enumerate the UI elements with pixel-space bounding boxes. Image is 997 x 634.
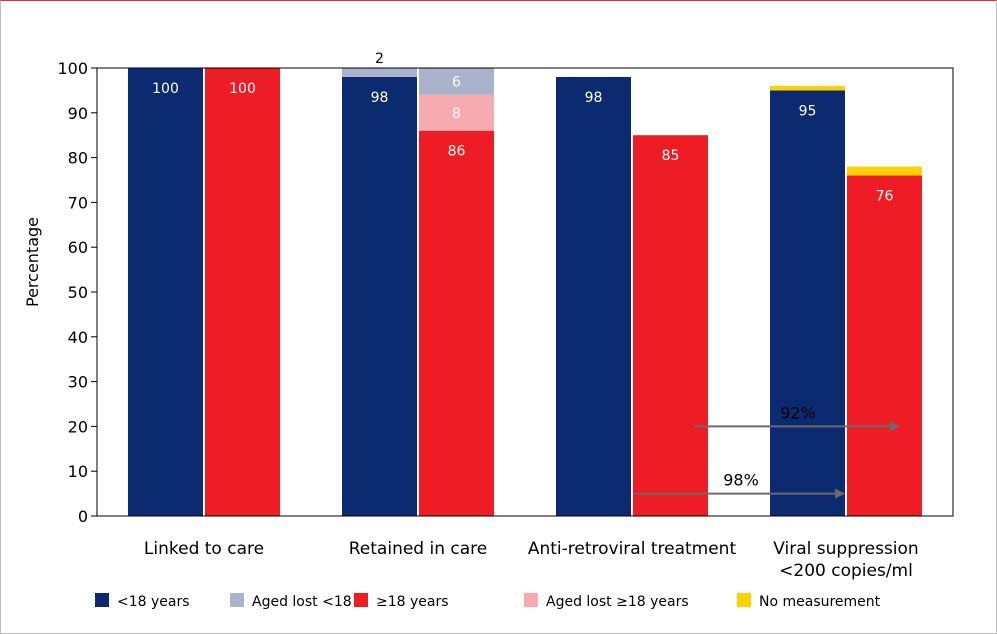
data-label-under18: 95 bbox=[799, 103, 817, 119]
data-label-over18: 85 bbox=[662, 148, 680, 164]
annotations: 92% 98% bbox=[635, 403, 900, 499]
data-label-under18: 100 bbox=[152, 81, 179, 97]
y-tick-label: 0 bbox=[78, 507, 88, 526]
annotation-label: 92% bbox=[780, 403, 816, 422]
category-label: Anti-retroviral treatment bbox=[528, 539, 737, 559]
category-labels: Linked to care Retained in care Anti-retro… bbox=[144, 539, 919, 581]
legend-label: <18 years bbox=[117, 594, 190, 610]
legend-label: No measurement bbox=[759, 594, 881, 610]
legend-swatch bbox=[737, 593, 751, 607]
legend-label: Aged lost <18 bbox=[252, 594, 352, 610]
y-tick-label: 10 bbox=[68, 462, 88, 481]
y-tick-label: 40 bbox=[68, 328, 88, 347]
data-label-over18: 86 bbox=[448, 144, 466, 160]
bar-over18 bbox=[419, 130, 494, 516]
bar-over18 bbox=[847, 175, 922, 516]
bar-over18 bbox=[633, 135, 708, 516]
data-label-under18: 98 bbox=[371, 90, 389, 106]
category-label: Viral suppression bbox=[773, 539, 918, 559]
y-tick-label: 70 bbox=[68, 193, 88, 212]
y-axis-label: Percentage bbox=[23, 217, 42, 307]
category-label: <200 copies/ml bbox=[779, 561, 913, 581]
bar-under18 bbox=[556, 76, 631, 517]
bar-under18 bbox=[770, 90, 845, 517]
legend-swatch bbox=[354, 593, 368, 607]
bar-under18 bbox=[342, 76, 417, 517]
data-label-under18: 98 bbox=[585, 90, 603, 106]
legend-swatch bbox=[524, 593, 538, 607]
bar-no-measurement bbox=[770, 85, 845, 91]
y-tick-label: 50 bbox=[68, 283, 88, 302]
y-tick-label: 60 bbox=[68, 238, 88, 257]
legend-label: Aged lost ≥18 years bbox=[546, 594, 689, 610]
legend-label: ≥18 years bbox=[376, 594, 449, 610]
category-label: Linked to care bbox=[144, 539, 264, 559]
y-tick-label: 80 bbox=[68, 149, 88, 168]
bar-lost-over18 bbox=[419, 94, 494, 131]
data-label-lost-under18: 2 bbox=[375, 51, 384, 67]
data-label-over18: 76 bbox=[876, 189, 894, 205]
bars bbox=[128, 68, 922, 517]
bar-lost-under18 bbox=[342, 68, 417, 77]
bar-lost-under18 bbox=[419, 68, 494, 95]
y-tick-label: 100 bbox=[57, 59, 88, 78]
data-label-lost-under18: 6 bbox=[452, 74, 461, 90]
bar-under18 bbox=[128, 68, 203, 516]
y-axis-ticks: 0 10 20 30 40 50 60 70 80 90 100 bbox=[57, 59, 97, 526]
y-tick-label: 20 bbox=[68, 417, 88, 436]
bar-over18 bbox=[205, 68, 280, 516]
legend-swatch bbox=[95, 593, 109, 607]
y-tick-label: 90 bbox=[68, 104, 88, 123]
legend-swatch bbox=[230, 593, 244, 607]
category-label: Retained in care bbox=[349, 539, 487, 559]
legend: <18 years Aged lost <18 ≥18 years Aged lost… bbox=[95, 593, 881, 610]
bar-no-measurement bbox=[847, 166, 922, 176]
data-label-lost-over18: 8 bbox=[452, 106, 461, 122]
y-tick-label: 30 bbox=[68, 373, 88, 392]
data-label-over18: 100 bbox=[229, 81, 256, 97]
plot-area-border bbox=[96, 67, 954, 517]
annotation-label: 98% bbox=[723, 471, 759, 490]
